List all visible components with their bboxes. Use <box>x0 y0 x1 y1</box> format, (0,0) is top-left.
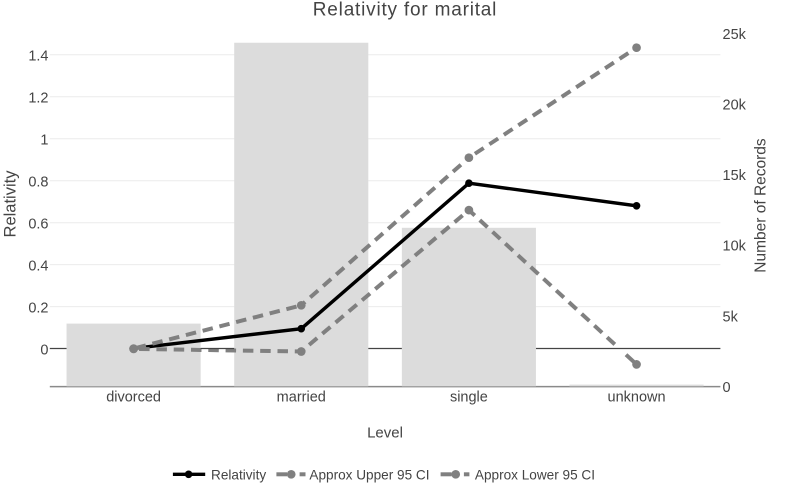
svg-text:Level: Level <box>367 425 403 442</box>
svg-text:0.8: 0.8 <box>28 175 48 191</box>
svg-text:1.2: 1.2 <box>28 91 48 107</box>
svg-text:0.6: 0.6 <box>28 217 48 233</box>
svg-text:0.2: 0.2 <box>28 300 48 316</box>
svg-text:0.4: 0.4 <box>28 258 48 274</box>
svg-text:10k: 10k <box>723 239 747 255</box>
svg-text:Approx Upper 95 CI: Approx Upper 95 CI <box>309 468 429 483</box>
svg-text:0: 0 <box>40 342 48 358</box>
svg-text:1.4: 1.4 <box>28 49 48 65</box>
svg-text:1: 1 <box>40 133 48 149</box>
svg-text:Approx Lower 95 CI: Approx Lower 95 CI <box>475 468 595 483</box>
svg-text:Relativity for marital: Relativity for marital <box>313 0 497 21</box>
svg-text:25k: 25k <box>723 27 747 43</box>
svg-text:Relativity: Relativity <box>211 468 266 483</box>
svg-text:unknown: unknown <box>608 390 666 406</box>
svg-text:single: single <box>450 390 488 406</box>
svg-text:Relativity: Relativity <box>2 170 20 238</box>
svg-text:5k: 5k <box>723 309 739 325</box>
svg-text:20k: 20k <box>723 98 747 114</box>
svg-text:divorced: divorced <box>106 390 161 406</box>
svg-text:Number of Records: Number of Records <box>753 138 770 273</box>
svg-text:15k: 15k <box>723 168 747 184</box>
svg-text:0: 0 <box>723 380 731 396</box>
svg-text:married: married <box>277 390 326 406</box>
